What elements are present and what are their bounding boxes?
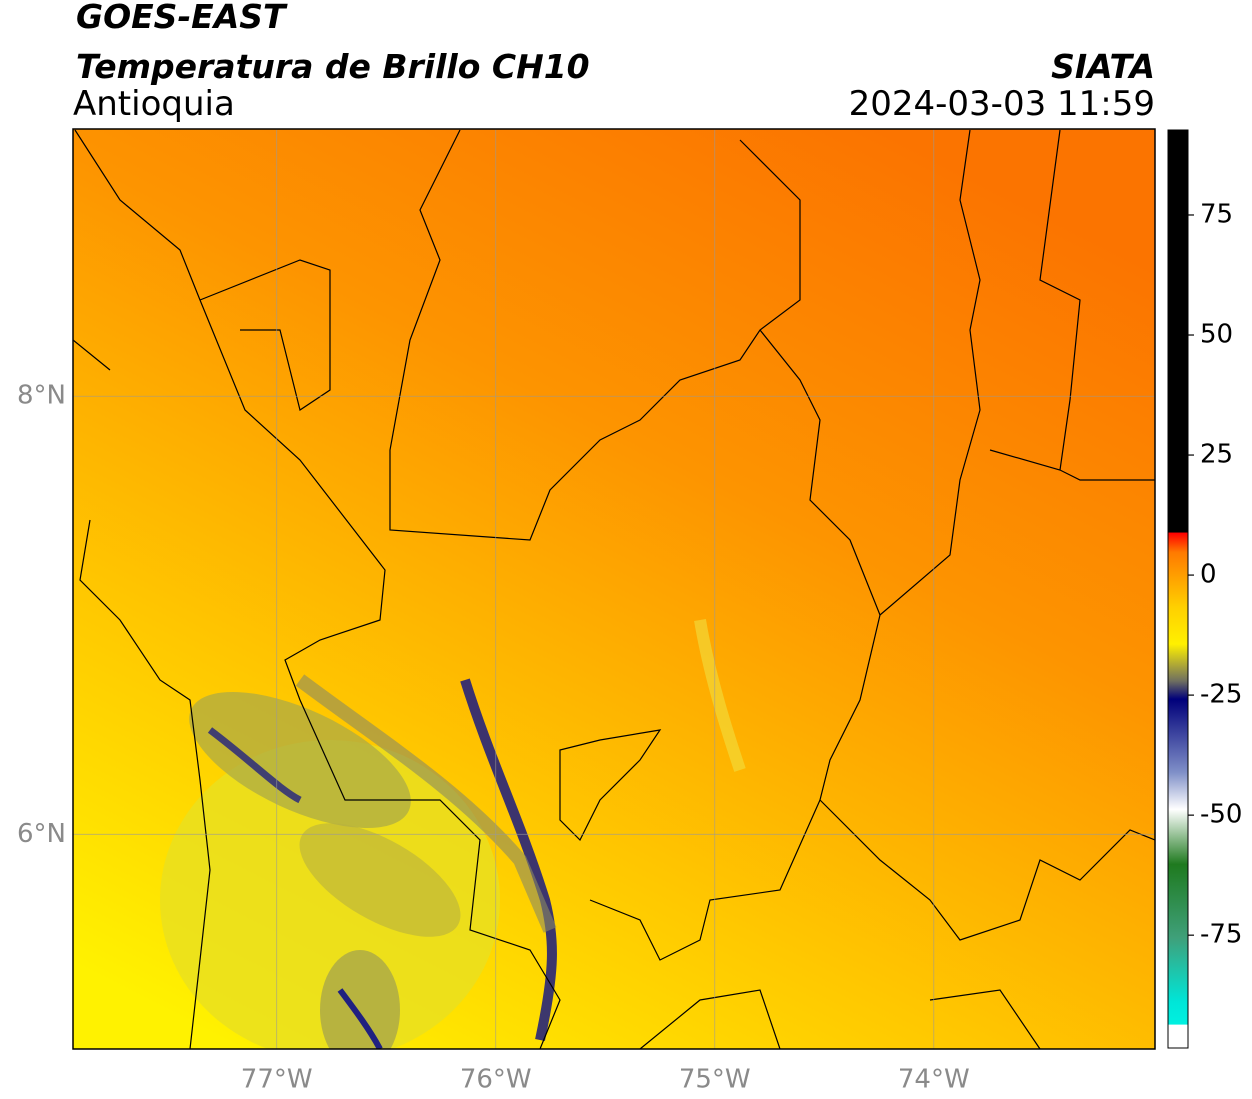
lon-tick-label: 76°W bbox=[460, 1065, 532, 1095]
lat-tick-label: 6°N bbox=[17, 819, 66, 849]
colorbar-tick-label: -25 bbox=[1200, 680, 1242, 710]
colorbar-tick-label: 50 bbox=[1200, 320, 1233, 350]
boundary bbox=[559, 729, 662, 842]
subtitle: Temperatura de Brillo CH10 bbox=[76, 47, 590, 86]
colorbar-tick-label: 75 bbox=[1200, 199, 1233, 229]
cloud-band bbox=[295, 674, 557, 933]
lat-tick-label: 8°N bbox=[17, 381, 66, 411]
coastline bbox=[199, 259, 331, 411]
storm-core bbox=[207, 727, 302, 804]
timestamp: 2024-03-03 11:59 bbox=[849, 84, 1155, 124]
colorbar-tick-label: 25 bbox=[1200, 440, 1233, 470]
boundary bbox=[759, 129, 981, 617]
lon-tick-label: 77°W bbox=[241, 1065, 313, 1095]
colorbar-tick-label: -50 bbox=[1200, 800, 1242, 830]
lon-tick-label: 74°W bbox=[898, 1065, 970, 1095]
boundary bbox=[389, 129, 801, 541]
boundary bbox=[989, 129, 1155, 481]
storm-core bbox=[337, 988, 383, 1049]
colorbar-ticks: 75 50 25 0 -25 -50 -75 bbox=[1188, 199, 1242, 950]
colorbar bbox=[1167, 129, 1189, 1049]
boundary bbox=[589, 799, 1041, 1049]
map-field bbox=[73, 129, 1155, 1049]
boundary bbox=[74, 129, 561, 1049]
title: GOES-EAST bbox=[76, 0, 288, 36]
coastline bbox=[73, 339, 211, 1049]
graticule: 77°W 76°W 75°W 74°W 8°N 6°N bbox=[17, 129, 1155, 1095]
lon-tick-label: 75°W bbox=[679, 1065, 751, 1095]
cloud bbox=[189, 691, 411, 829]
map-frame bbox=[72, 128, 1156, 1050]
boundary bbox=[819, 614, 1155, 941]
source: SIATA bbox=[1051, 47, 1155, 86]
colorbar-tick-label: -75 bbox=[1200, 920, 1242, 950]
cloud bbox=[160, 740, 500, 1049]
cloud-band bbox=[694, 619, 746, 772]
storm-core bbox=[460, 678, 557, 1042]
cloud bbox=[299, 823, 461, 937]
cloud bbox=[320, 950, 400, 1049]
colorbar-tick-label: 0 bbox=[1200, 560, 1217, 590]
region: Antioquia bbox=[73, 84, 235, 124]
